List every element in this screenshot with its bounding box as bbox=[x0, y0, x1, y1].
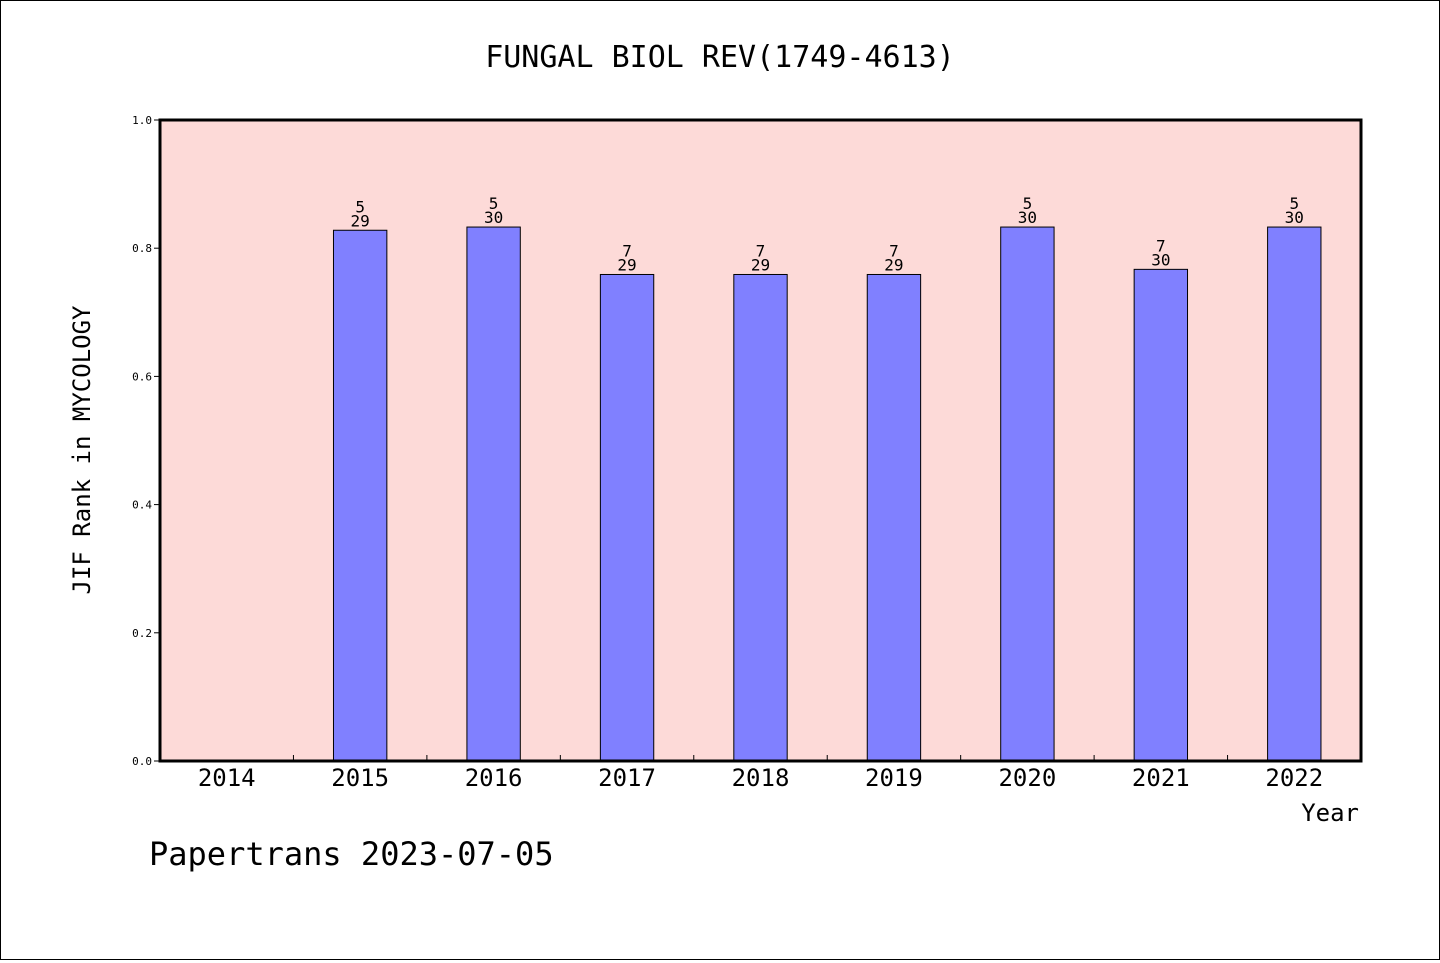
x-tick-label: 2019 bbox=[865, 764, 923, 792]
x-tick-label: 2017 bbox=[598, 764, 656, 792]
bar-label-total: 29 bbox=[351, 211, 370, 230]
bars-layer bbox=[332, 226, 1322, 762]
x-tick-label: 2021 bbox=[1132, 764, 1190, 792]
y-axis-label: JIF Rank in MYCOLOGY bbox=[68, 305, 96, 595]
bar bbox=[1267, 226, 1322, 762]
bar-label-total: 30 bbox=[1018, 208, 1037, 227]
bar-label-rank: 7 bbox=[622, 241, 632, 260]
bar-label-rank: 5 bbox=[489, 194, 499, 213]
bar-label-total: 30 bbox=[1285, 208, 1304, 227]
plot-frame bbox=[158, 118, 1363, 763]
x-tick-label: 2015 bbox=[331, 764, 389, 792]
chart-title: FUNGAL BIOL REV(1749-4613) bbox=[485, 40, 955, 75]
x-tick-label: 2016 bbox=[465, 764, 523, 792]
y-axis: 0.0 0.2 0.4 0.6 0.8 1.0 bbox=[132, 114, 160, 768]
bar-label-total: 29 bbox=[617, 255, 636, 274]
bar-label-total: 30 bbox=[1151, 250, 1170, 269]
bar-label-rank: 7 bbox=[756, 241, 766, 260]
x-axis-label: Year bbox=[1301, 799, 1359, 827]
bar bbox=[1133, 268, 1189, 762]
bar bbox=[1000, 226, 1055, 762]
bar-label-rank: 5 bbox=[1289, 194, 1299, 213]
bar-label-total: 29 bbox=[751, 255, 770, 274]
bar-label-rank: 7 bbox=[889, 241, 899, 260]
bar bbox=[866, 273, 922, 762]
bar-label-total: 30 bbox=[484, 208, 503, 227]
bar-label-rank: 5 bbox=[1023, 194, 1033, 213]
x-tick-label: 2014 bbox=[198, 764, 256, 792]
bar-label-rank: 5 bbox=[355, 197, 365, 216]
y-tick-label: 1.0 bbox=[132, 114, 152, 127]
y-tick-label: 0.0 bbox=[132, 755, 152, 768]
bar bbox=[466, 226, 521, 762]
bar bbox=[332, 229, 388, 762]
x-axis: 2014 2015 2016 2017 2018 2019 2020 2021 2022 bbox=[198, 755, 1323, 792]
y-tick-label: 0.4 bbox=[132, 499, 152, 512]
y-tick-label: 0.6 bbox=[132, 370, 152, 383]
bar-label-total: 29 bbox=[884, 255, 903, 274]
bar bbox=[733, 273, 788, 762]
x-tick-label: 2022 bbox=[1265, 764, 1323, 792]
bar-label-rank: 7 bbox=[1156, 236, 1166, 255]
y-tick-label: 0.2 bbox=[132, 627, 152, 640]
y-tick-label: 0.8 bbox=[132, 242, 152, 255]
watermark-text: Papertrans 2023-07-05 bbox=[149, 835, 554, 873]
x-tick-label: 2018 bbox=[732, 764, 790, 792]
x-tick-label: 2020 bbox=[998, 764, 1056, 792]
bar bbox=[599, 273, 655, 762]
